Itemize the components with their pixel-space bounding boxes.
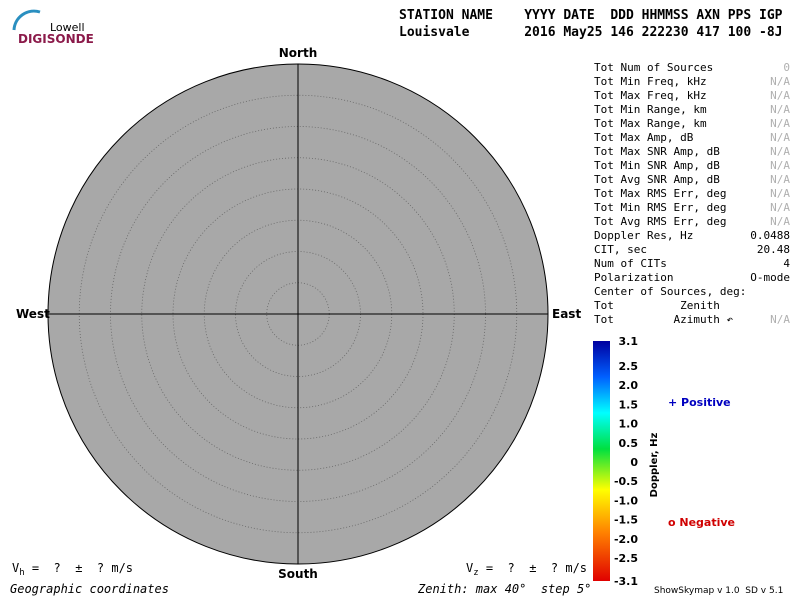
legend-positive: + Positive <box>668 396 731 409</box>
colorbar-tick-label: -1.5 <box>614 514 638 527</box>
footer-right: ShowSkymap v 1.0 SD v 5.1 <box>654 586 783 596</box>
stat-value: 0.0488 <box>750 229 790 242</box>
stat-value: N/A <box>770 215 790 228</box>
stat-label: Tot Max SNR Amp, dB <box>594 145 720 158</box>
stat-value: 4 <box>783 257 790 270</box>
colorbar-label: Doppler, Hz <box>649 433 660 498</box>
colorbar-tick-label: 1.0 <box>619 418 639 431</box>
symbol: V <box>12 561 19 575</box>
stat-value: N/A <box>770 103 790 116</box>
subscript: z <box>473 568 478 578</box>
colorbar-tick-label: -3.1 <box>614 575 638 588</box>
stat-value: N/A <box>770 173 790 186</box>
stat-value: N/A <box>770 313 790 326</box>
stat-label: Tot Min RMS Err, deg <box>594 201 726 214</box>
stat-value: N/A <box>770 187 790 200</box>
colorbar <box>593 341 610 581</box>
stat-label: Tot Min SNR Amp, dB <box>594 159 720 172</box>
stat-label: Tot Max Freq, kHz <box>594 89 707 102</box>
stat-label: Tot Max RMS Err, deg <box>594 187 726 200</box>
stat-value: N/A <box>770 201 790 214</box>
stat-label: Tot Num of Sources <box>594 61 713 74</box>
stat-label: Tot Avg RMS Err, deg <box>594 215 726 228</box>
colorbar-tick-label: -2.5 <box>614 552 638 565</box>
stat-label: Tot Max Amp, dB <box>594 131 694 144</box>
stat-value: N/A <box>770 75 790 88</box>
stat-value: 20.48 <box>757 243 790 256</box>
logo-top: Lowell <box>50 21 85 34</box>
footer-center: Zenith: max 40° step 5° <box>417 582 591 596</box>
stat-label: Tot Zenith <box>594 299 720 312</box>
stat-label: Tot Max Range, km <box>594 117 707 130</box>
colorbar-tick-label: -1.0 <box>614 494 638 507</box>
stat-value: N/A <box>770 145 790 158</box>
logo-arc <box>12 9 41 31</box>
stat-label: Tot Min Range, km <box>594 103 707 116</box>
colorbar-tick-label: 1.5 <box>619 398 639 411</box>
colorbar-tick-label: 0.5 <box>619 437 639 450</box>
stat-label: Polarization <box>594 271 673 284</box>
colorbar-tick-label: 2.0 <box>619 379 639 392</box>
stat-label: Doppler Res, Hz <box>594 229 693 242</box>
colorbar-tick-label: 2.5 <box>619 360 639 373</box>
stat-value: N/A <box>770 117 790 130</box>
header-line: STATION NAME YYYY DATE DDD HHMMSS AXN PP… <box>399 8 783 23</box>
stat-value: N/A <box>770 89 790 102</box>
colorbar-tick-label: 0 <box>630 456 638 469</box>
stat-label: Center of Sources, deg: <box>594 285 746 298</box>
compass-south: South <box>278 567 318 581</box>
legend-negative: o Negative <box>668 516 735 529</box>
stat-value: O-mode <box>750 271 790 284</box>
stats-table: Tot Num of Sources 0 Tot Min Freq, kHz N/A T… <box>594 61 790 326</box>
subscript: h <box>19 568 24 578</box>
stat-label: Tot Avg SNR Amp, dB <box>594 173 720 186</box>
colorbar-tick-label: 3.1 <box>619 335 639 348</box>
compass-north: North <box>279 46 317 60</box>
symbol: V <box>466 561 473 575</box>
stat-label: Tot Min Freq, kHz <box>594 75 707 88</box>
compass-east: East <box>552 307 581 321</box>
logo-bottom: DIGISONDE <box>18 32 94 46</box>
colorbar-tick-label: -0.5 <box>614 475 638 488</box>
velocity-z: Vz = ? ± ? m/s <box>466 561 587 578</box>
stat-value: N/A <box>770 159 790 172</box>
stat-label: Tot Azimuth ↶ <box>594 313 733 326</box>
stat-value: N/A <box>770 131 790 144</box>
compass-west: West <box>16 307 50 321</box>
stat-label: CIT, sec <box>594 243 647 256</box>
header-line: Louisvale 2016 May25 146 222230 417 100 … <box>399 25 783 40</box>
colorbar-tick-label: -2.0 <box>614 533 638 546</box>
footer-left: Geographic coordinates <box>10 582 169 596</box>
stat-value: 0 <box>783 61 790 74</box>
stat-label: Num of CITs <box>594 257 667 270</box>
velocity-h: Vh = ? ± ? m/s <box>12 561 133 578</box>
text: = ? ± ? m/s <box>479 561 587 575</box>
text: = ? ± ? m/s <box>25 561 133 575</box>
colorbar-ticks: 3.1 2.5 2.0 1.5 1.0 0.5 0 -0.5 -1.0 -1.5 -2.0 -2.5 -… <box>614 335 638 588</box>
